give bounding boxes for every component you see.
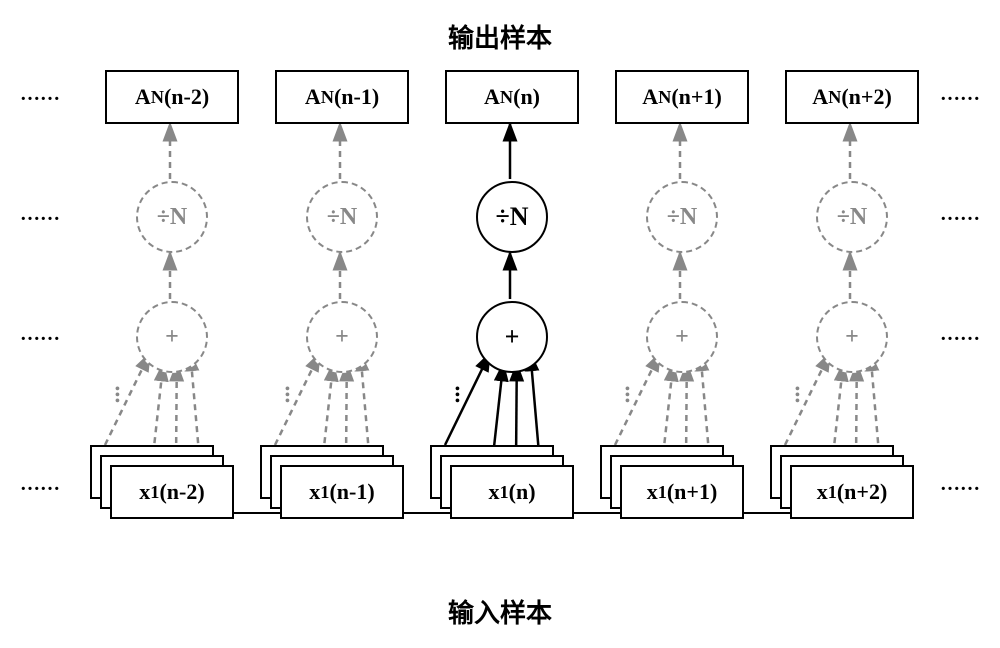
- output-box: AN(n-1): [275, 70, 409, 124]
- divide-node: ÷N: [136, 181, 208, 253]
- input-card: x1(n+1): [620, 465, 744, 519]
- output-box: AN(n+1): [615, 70, 749, 124]
- input-card: x1(n-1): [280, 465, 404, 519]
- stack-vdots: •••: [625, 387, 630, 405]
- divide-node: ÷N: [476, 181, 548, 253]
- stack-vdots: •••: [115, 387, 120, 405]
- divide-node: ÷N: [306, 181, 378, 253]
- plus-node: +: [816, 301, 888, 373]
- divide-node: ÷N: [816, 181, 888, 253]
- stack-vdots: •••: [455, 387, 460, 405]
- stack-vdots: •••: [795, 387, 800, 405]
- plus-node: +: [646, 301, 718, 373]
- plus-node: +: [136, 301, 208, 373]
- plus-node: +: [476, 301, 548, 373]
- input-card: x1(n-2): [110, 465, 234, 519]
- input-card: x1(n): [450, 465, 574, 519]
- stack-vdots: •••: [285, 387, 290, 405]
- output-box: AN(n+2): [785, 70, 919, 124]
- output-box: AN(n-2): [105, 70, 239, 124]
- output-box: AN(n): [445, 70, 579, 124]
- input-card: x1(n+2): [790, 465, 914, 519]
- divide-node: ÷N: [646, 181, 718, 253]
- plus-node: +: [306, 301, 378, 373]
- diagram-canvas: 输出样本输入样本…………………………………………AN(n-2)÷N+x1(n-2…: [0, 0, 1000, 648]
